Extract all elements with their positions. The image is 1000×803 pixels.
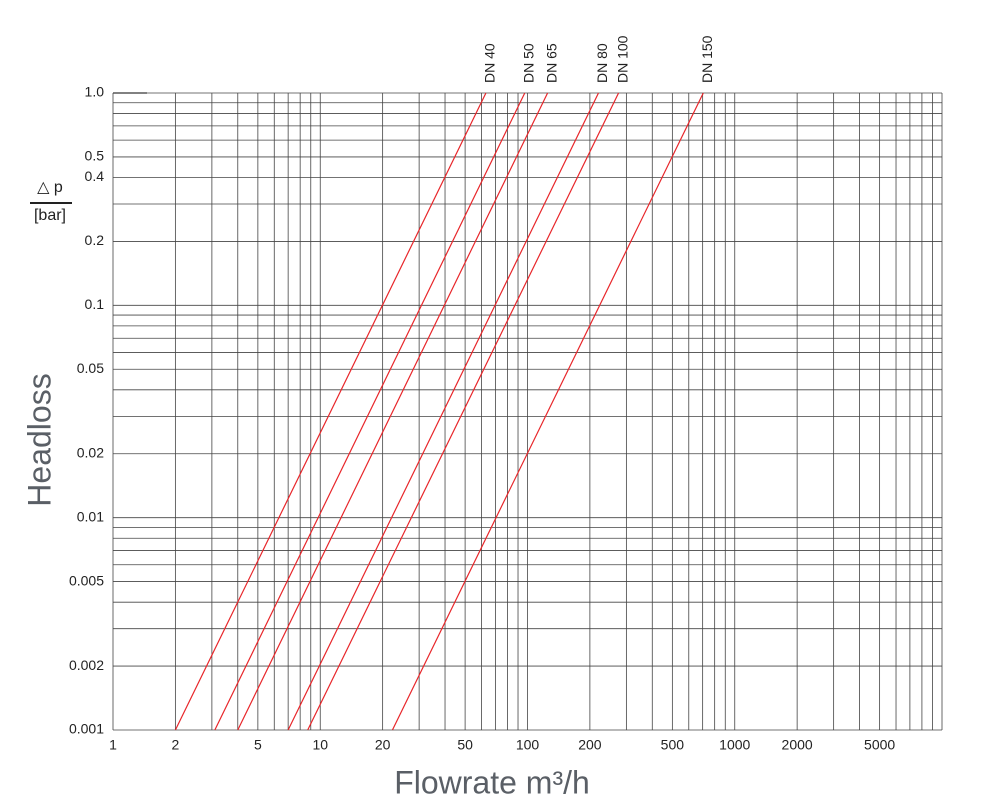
series-label: DN 65 [543,43,559,83]
series-label: DN 100 [614,35,630,83]
series-line [391,92,704,731]
x-tick-label: 5000 [864,737,895,753]
y-tick-label: 0.02 [77,444,104,460]
y-tick-label: 0.05 [77,360,104,376]
series-line [214,92,526,731]
y-unit-bottom: [bar] [34,207,66,224]
series-label: DN 40 [482,43,498,83]
x-tick-label: 20 [375,737,391,753]
y-tick-label: 0.2 [85,232,105,248]
y-tick-label: 1.0 [85,84,105,100]
y-tick-label: 0.001 [69,721,104,737]
series-line [237,92,549,731]
x-tick-label: 200 [578,737,602,753]
series-line [287,92,600,731]
x-tick-label: 1000 [719,737,750,753]
y-tick-label: 0.5 [85,148,105,164]
x-tick-label: 100 [516,737,540,753]
x-tick-label: 2000 [782,737,813,753]
y-tick-label: 0.01 [77,508,104,524]
x-tick-label: 10 [312,737,328,753]
y-tick-label: 0.005 [69,572,104,588]
y-unit-top: △ p [37,179,63,196]
series-label: DN 80 [594,43,610,83]
x-tick-label: 1 [109,737,117,753]
series-line [174,92,487,731]
y-axis-label: Headloss [21,373,57,506]
x-tick-label: 50 [457,737,473,753]
y-tick-label: 0.002 [69,657,104,673]
x-tick-label: 5 [254,737,262,753]
series-line [307,92,620,731]
series-label: DN 50 [520,43,536,83]
x-tick-label: 500 [661,737,685,753]
y-tick-label: 0.1 [85,296,105,312]
x-axis-label: Flowrate m³/h [394,764,590,800]
series-label: DN 150 [699,35,715,83]
x-tick-label: 2 [171,737,179,753]
y-tick-label: 0.4 [85,168,105,184]
